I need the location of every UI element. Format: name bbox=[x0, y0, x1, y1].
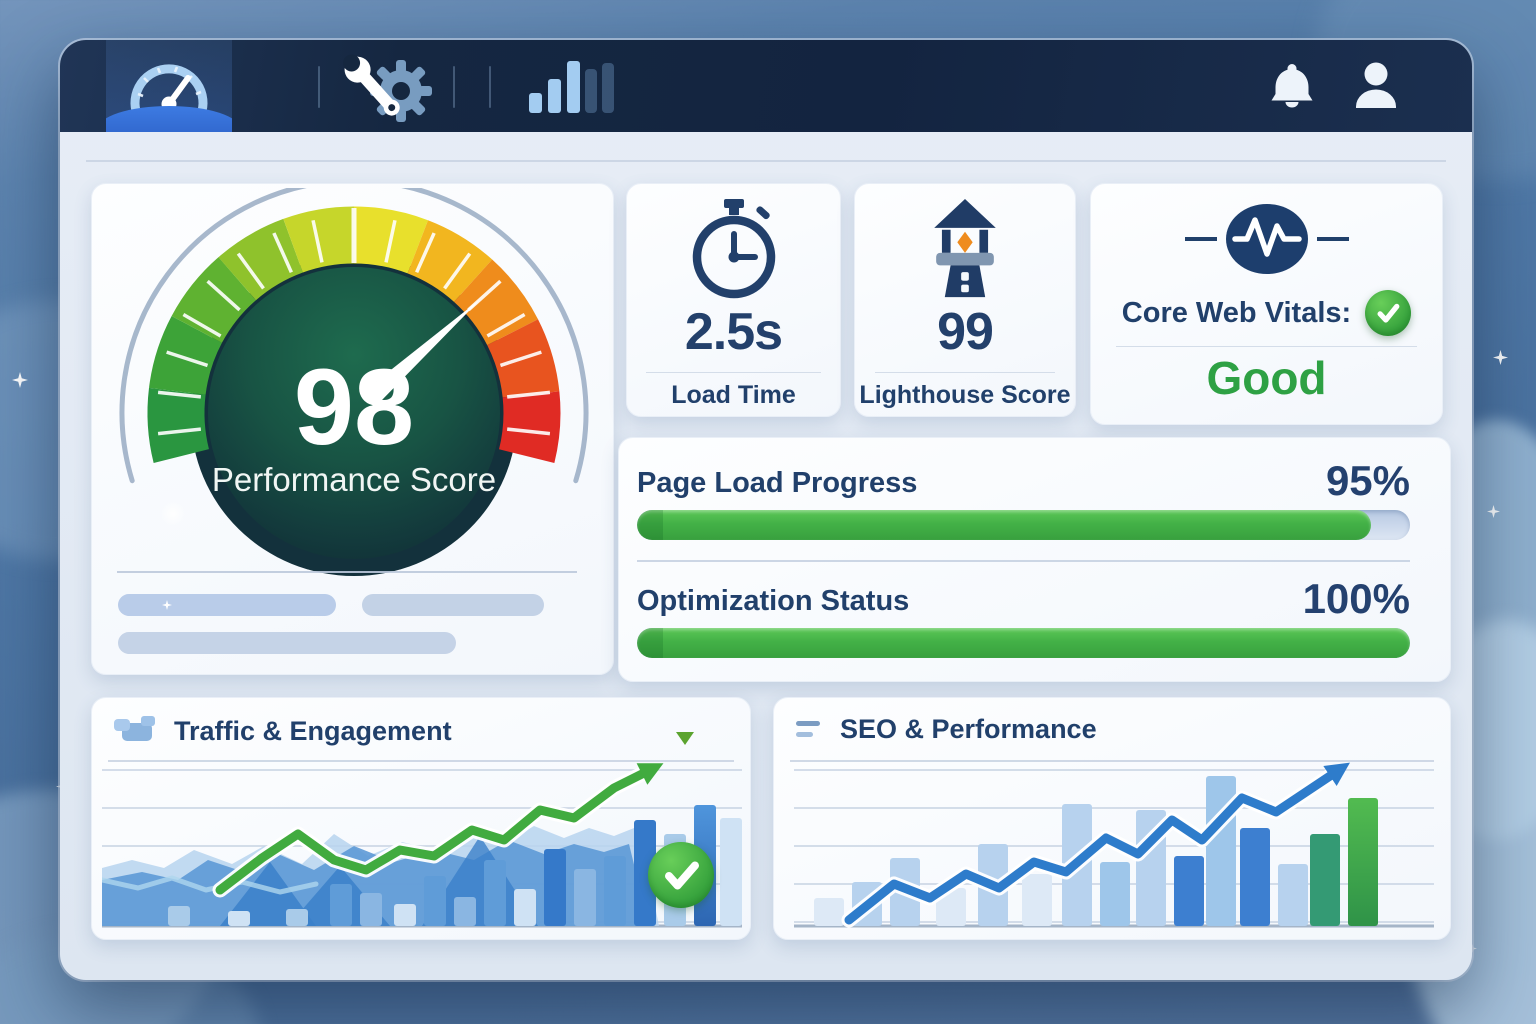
progress-value: 100% bbox=[1302, 574, 1410, 622]
placeholder-bar bbox=[118, 632, 456, 654]
checkmark-icon bbox=[665, 861, 699, 890]
seo-chart bbox=[794, 762, 1434, 928]
traffic-icon bbox=[114, 716, 155, 741]
load-time-label: Load Time bbox=[671, 381, 796, 409]
header-divider bbox=[86, 160, 1446, 162]
progress-track bbox=[637, 509, 1410, 540]
card-divider bbox=[646, 372, 821, 373]
sparkle-decoration bbox=[1487, 505, 1500, 518]
pulse-icon bbox=[1184, 204, 1349, 274]
card-divider bbox=[790, 760, 1434, 762]
vitals-title: Core Web Vitals: bbox=[1121, 296, 1352, 329]
traffic-check-badge bbox=[648, 842, 714, 908]
traffic-chart-title: Traffic & Engagement bbox=[174, 715, 452, 746]
tab-tools[interactable] bbox=[332, 40, 442, 132]
card-divider bbox=[874, 372, 1056, 373]
vitals-status: Good bbox=[1206, 352, 1327, 404]
load-time-value: 2.5s bbox=[684, 303, 783, 361]
performance-score-value: 98 bbox=[294, 346, 414, 467]
top-navbar bbox=[60, 40, 1472, 132]
navbar-divider bbox=[453, 66, 455, 108]
lighthouse-score-value: 99 bbox=[937, 303, 994, 361]
traffic-engagement-card: Traffic & Engagement bbox=[91, 697, 751, 940]
bell-icon bbox=[1271, 64, 1313, 108]
notifications-button[interactable] bbox=[1252, 40, 1332, 132]
user-profile-icon bbox=[1356, 62, 1396, 108]
card-divider bbox=[117, 571, 577, 573]
progress-label: Page Load Progress bbox=[637, 466, 918, 499]
card-divider bbox=[108, 760, 734, 762]
traffic-chart bbox=[102, 763, 742, 928]
navbar-divider bbox=[318, 66, 320, 108]
placeholder-bar bbox=[362, 594, 544, 616]
performance-gauge: 98 Performance Score bbox=[119, 188, 589, 576]
lighthouse-icon bbox=[934, 199, 996, 298]
performance-score-card: 98 Performance Score bbox=[91, 183, 614, 675]
card-divider bbox=[637, 559, 1410, 562]
list-icon bbox=[796, 720, 820, 737]
sparkle-decoration bbox=[12, 372, 28, 388]
progress-value: 95% bbox=[1325, 457, 1410, 504]
progress-row-optimization: Optimization Status 100% bbox=[637, 574, 1410, 658]
wrench-gear-icon bbox=[343, 54, 432, 122]
performance-score-label: Performance Score bbox=[212, 461, 496, 498]
lighthouse-score-card: 99 Lighthouse Score bbox=[854, 183, 1076, 417]
seo-chart-title: SEO & Performance bbox=[840, 714, 1097, 744]
progress-fill bbox=[637, 627, 1410, 658]
stopwatch-icon bbox=[692, 199, 775, 299]
progress-fill bbox=[637, 509, 1372, 540]
navbar-divider bbox=[489, 66, 491, 108]
seo-performance-card: SEO & Performance bbox=[773, 697, 1451, 940]
tab-dashboard[interactable] bbox=[106, 40, 232, 132]
lighthouse-score-label: Lighthouse Score bbox=[859, 381, 1071, 409]
active-tab-highlight bbox=[106, 106, 232, 132]
trend-down-marker bbox=[676, 732, 694, 745]
placeholder-bar bbox=[118, 594, 336, 616]
progress-label: Optimization Status bbox=[637, 584, 910, 617]
sparkle-decoration bbox=[1493, 350, 1508, 365]
glow-decoration bbox=[160, 501, 186, 527]
progress-track bbox=[637, 627, 1410, 658]
progress-row-page-load: Page Load Progress 95% bbox=[637, 457, 1410, 540]
card-divider bbox=[1115, 346, 1418, 347]
core-web-vitals-card: Core Web Vitals: Good bbox=[1090, 183, 1443, 425]
profile-button[interactable] bbox=[1336, 40, 1416, 132]
progress-card: Page Load Progress 95% Optimization Stat… bbox=[618, 437, 1451, 682]
checkmark-icon bbox=[1377, 303, 1400, 323]
load-time-card: 2.5s Load Time bbox=[626, 183, 841, 417]
vitals-check-badge bbox=[1365, 290, 1412, 336]
app-window: 98 Performance Score 2.5s bbox=[60, 40, 1472, 980]
bar-chart-icon bbox=[529, 61, 614, 113]
tab-analytics[interactable] bbox=[510, 40, 620, 132]
